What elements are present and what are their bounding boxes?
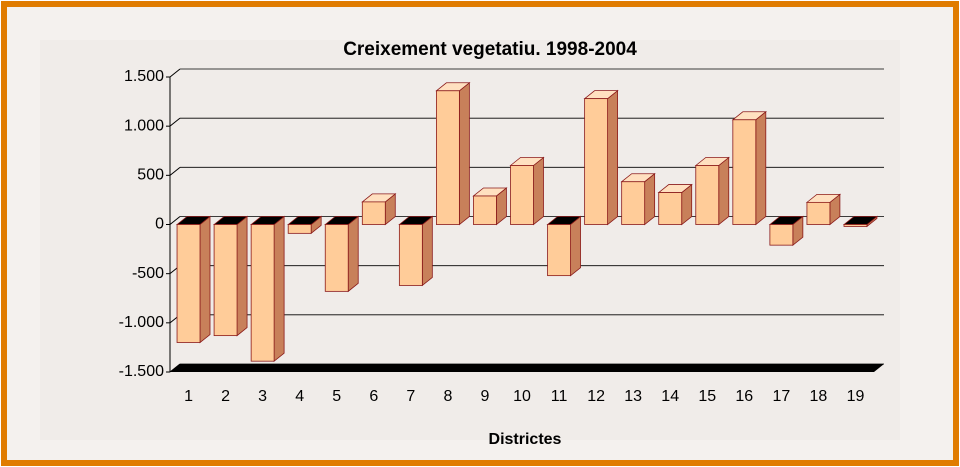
bar-side	[719, 158, 729, 225]
x-tick-label: 3	[258, 388, 267, 405]
x-tick-label: 17	[772, 388, 790, 405]
y-tick-label: 1.500	[124, 68, 164, 85]
y-tick-label: 500	[137, 167, 164, 184]
bar-side	[645, 174, 655, 225]
bar	[659, 193, 682, 225]
page: Creixement vegetatiu. 1998-2004 District…	[0, 0, 960, 467]
bar-side	[348, 217, 358, 292]
bar	[733, 120, 756, 225]
x-tick-label: 14	[661, 388, 679, 405]
floor	[170, 364, 884, 372]
bar	[214, 225, 237, 336]
bar	[622, 182, 645, 225]
bar-side	[274, 217, 284, 362]
x-tick-label: 19	[847, 388, 865, 405]
y-tick-label: 0	[155, 216, 164, 233]
bar	[436, 91, 459, 225]
x-axis-title: Districtes	[489, 431, 562, 448]
bar	[288, 225, 311, 234]
bar	[251, 225, 274, 362]
bar-side	[459, 83, 469, 225]
bar	[511, 166, 534, 225]
bar	[585, 99, 608, 225]
bar-side	[200, 217, 210, 343]
bar	[177, 225, 200, 343]
bar	[770, 225, 793, 246]
bar	[362, 202, 385, 225]
bar-side	[533, 158, 543, 225]
y-tick-label: -500	[132, 265, 164, 282]
x-tick-label: 11	[551, 388, 568, 405]
y-tick-label: 1.000	[124, 117, 164, 134]
bar-side	[237, 217, 247, 336]
x-tick-label: 16	[735, 388, 753, 405]
bar-side	[422, 217, 432, 286]
x-tick-label: 9	[480, 388, 489, 405]
y-tick-label: -1.500	[119, 363, 164, 380]
x-tick-label: 12	[587, 388, 605, 405]
x-tick-label: 4	[295, 388, 304, 405]
chart: Creixement vegetatiu. 1998-2004 District…	[0, 0, 960, 467]
y-tick-label: -1.000	[119, 314, 164, 331]
x-tick-label: 2	[221, 388, 230, 405]
x-tick-label: 18	[810, 388, 828, 405]
bar	[399, 225, 422, 286]
x-tick-label: 8	[443, 388, 452, 405]
bar	[696, 166, 719, 225]
x-tick-label: 7	[406, 388, 415, 405]
bar-side	[756, 112, 766, 225]
x-tick-label: 1	[184, 388, 193, 405]
bar	[473, 196, 496, 225]
bar	[548, 225, 571, 276]
x-tick-label: 5	[332, 388, 341, 405]
bar-side	[571, 217, 581, 276]
x-tick-label: 15	[698, 388, 716, 405]
bar-side	[608, 91, 618, 225]
bar	[807, 202, 830, 224]
bar	[325, 225, 348, 292]
bar	[844, 225, 867, 227]
x-tick-label: 10	[513, 388, 531, 405]
x-tick-label: 6	[369, 388, 378, 405]
chart-title: Creixement vegetatiu. 1998-2004	[343, 39, 637, 60]
x-tick-label: 13	[624, 388, 642, 405]
